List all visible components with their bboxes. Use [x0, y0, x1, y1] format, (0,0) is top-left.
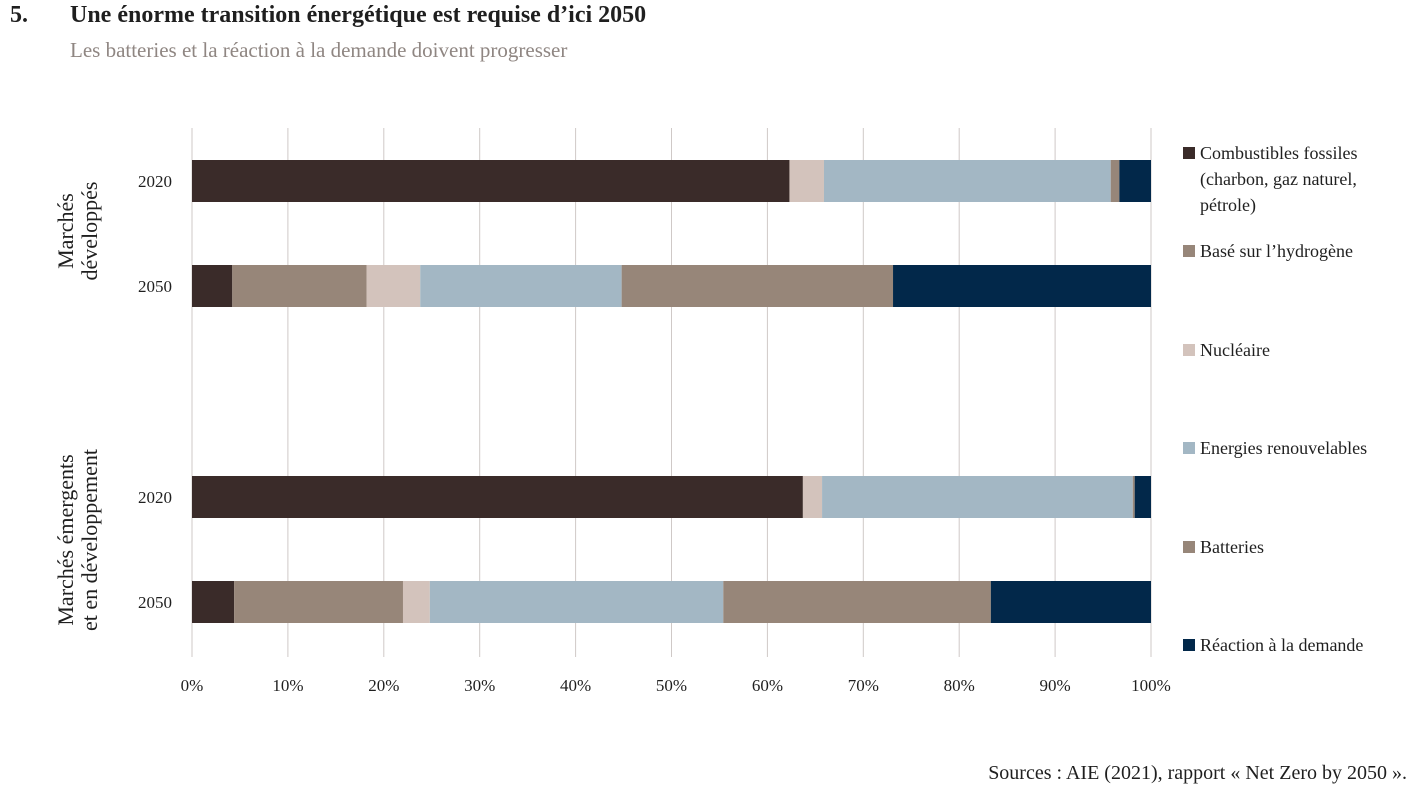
bar-segment	[192, 265, 233, 307]
x-tick-label: 50%	[656, 676, 687, 695]
bar-segment	[1134, 476, 1151, 518]
bar-segment	[990, 581, 1151, 623]
y-tick-label: 2050	[138, 277, 172, 296]
x-tick-label: 100%	[1131, 676, 1171, 695]
bar-segment	[1119, 160, 1151, 202]
legend-label: Basé sur l’hydrogène	[1200, 241, 1353, 261]
bar-segment	[802, 476, 823, 518]
bar-segment	[621, 265, 894, 307]
x-tick-label: 10%	[272, 676, 303, 695]
group-label-line: Marchés émergents	[53, 454, 78, 625]
legend-swatch	[1183, 245, 1195, 257]
x-tick-label: 0%	[181, 676, 204, 695]
x-tick-label: 90%	[1040, 676, 1071, 695]
y-tick-label: 2050	[138, 593, 172, 612]
bar-segment	[402, 581, 430, 623]
bar-segment	[420, 265, 622, 307]
group-label: Marchésdéveloppés	[53, 182, 102, 281]
bar-segment	[429, 581, 724, 623]
y-tick-label: 2020	[138, 488, 172, 507]
legend-swatch	[1183, 147, 1195, 159]
legend-label: Combustibles fossiles (charbon, gaz natu…	[1200, 143, 1358, 215]
bar-segment	[893, 265, 1151, 307]
bar-segment	[232, 265, 367, 307]
group-label: Marchés émergentset en développement	[53, 449, 102, 631]
legend-label: Energies renouvelables	[1200, 438, 1368, 458]
x-tick-label: 60%	[752, 676, 783, 695]
legend-label: Réaction à la demande	[1200, 635, 1364, 655]
x-tick-label: 70%	[848, 676, 879, 695]
bar-segment	[192, 476, 803, 518]
legend-swatch	[1183, 639, 1195, 651]
source-note: Sources : AIE (2021), rapport « Net Zero…	[988, 762, 1407, 784]
group-label-line: et en développement	[77, 449, 102, 631]
legend-swatch	[1183, 344, 1195, 356]
bar-segment	[366, 265, 421, 307]
legend-label: Nucléaire	[1200, 340, 1270, 360]
legend-swatch	[1183, 442, 1195, 454]
bar-segment	[723, 581, 991, 623]
chart-title: Une énorme transition énergétique est re…	[70, 2, 647, 28]
chart-subtitle: Les batteries et la réaction à la demand…	[70, 38, 568, 62]
legend-swatch	[1183, 541, 1195, 553]
bar-segment	[192, 581, 235, 623]
group-label-line: développés	[77, 182, 102, 281]
group-label-line: Marchés	[53, 193, 78, 269]
bar-segment	[192, 160, 790, 202]
x-tick-label: 20%	[368, 676, 399, 695]
bar-segment	[1132, 476, 1135, 518]
bar-segment	[822, 476, 1133, 518]
y-tick-label: 2020	[138, 172, 172, 191]
bar-segment	[823, 160, 1111, 202]
bar-segment	[234, 581, 403, 623]
legend-label: Batteries	[1200, 537, 1264, 557]
bar-segment	[789, 160, 824, 202]
x-tick-label: 30%	[464, 676, 495, 695]
x-tick-label: 80%	[944, 676, 975, 695]
figure-number: 5.	[10, 2, 28, 28]
x-tick-label: 40%	[560, 676, 591, 695]
bar-segment	[1110, 160, 1120, 202]
